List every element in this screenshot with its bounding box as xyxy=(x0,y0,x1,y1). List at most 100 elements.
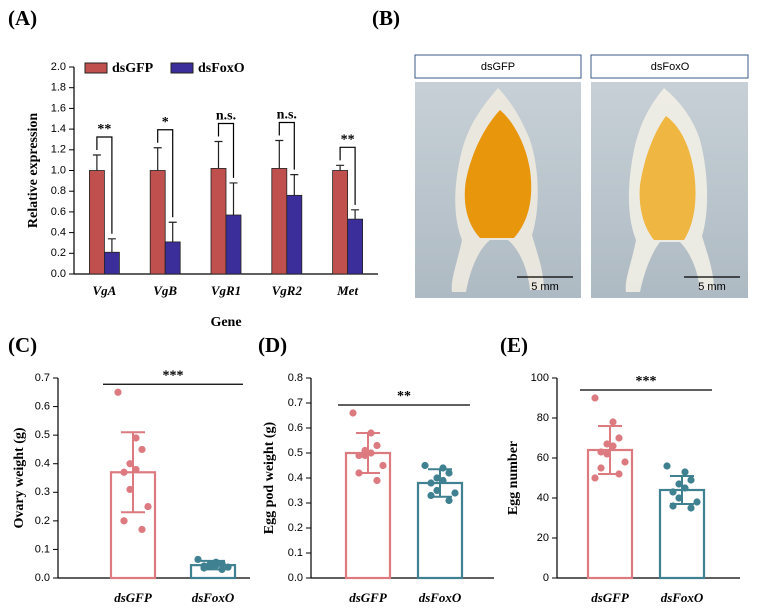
caption: dsFoxO xyxy=(651,61,690,73)
y-tick-label: 1.2 xyxy=(51,144,66,156)
panel-label: (B) xyxy=(372,6,400,30)
data-point xyxy=(603,450,611,458)
data-point xyxy=(687,504,695,512)
legend-label: dsGFP xyxy=(112,61,154,76)
data-point xyxy=(373,441,381,450)
data-point xyxy=(349,409,357,417)
ovary xyxy=(464,110,532,238)
legend-swatch xyxy=(84,62,108,74)
data-point xyxy=(603,440,611,448)
caption: dsGFP xyxy=(481,61,515,73)
x-tick-label: VgR1 xyxy=(211,283,241,298)
data-point xyxy=(597,448,605,456)
significance-label: *** xyxy=(636,374,657,389)
y-tick-label: 0.2 xyxy=(51,247,66,259)
error-bar xyxy=(214,140,223,169)
bar xyxy=(149,170,166,275)
x-tick-label: dsFoxO xyxy=(192,590,235,605)
data-point xyxy=(675,494,683,502)
data-point xyxy=(355,469,363,477)
legend-label: dsFoxO xyxy=(198,61,245,76)
y-tick-label: 1.8 xyxy=(51,82,66,94)
significance-bracket xyxy=(278,121,295,170)
data-point xyxy=(445,469,453,477)
bar xyxy=(416,481,464,580)
x-tick-label: dsGFP xyxy=(114,590,153,605)
y-tick-label: 0.3 xyxy=(35,486,50,498)
bar xyxy=(89,170,105,275)
data-point xyxy=(609,418,617,426)
data-point xyxy=(687,476,695,484)
data-point xyxy=(361,451,369,460)
y-tick-label: 0.5 xyxy=(35,429,50,441)
y-tick-label: 0.7 xyxy=(35,372,50,384)
x-tick-label: dsFoxO xyxy=(419,590,462,605)
x-tick-label: dsGFP xyxy=(349,590,388,605)
bar xyxy=(104,251,120,275)
data-point xyxy=(194,555,202,564)
significance-label: * xyxy=(162,115,169,130)
photo-panel: dsGFP dsFoxO 5 mm 5 mm xyxy=(414,54,749,298)
caption-box xyxy=(414,54,582,79)
data-point xyxy=(367,429,375,437)
error-bar xyxy=(336,164,345,171)
error-bar xyxy=(107,238,116,253)
y-tick-label: 2.0 xyxy=(51,61,66,73)
data-point xyxy=(120,517,128,525)
y-tick-label: 0.6 xyxy=(51,206,66,218)
bar xyxy=(332,170,349,275)
y-tick-label: 0.1 xyxy=(288,547,303,559)
y-tick-label: 0.5 xyxy=(288,447,303,459)
significance-bracket xyxy=(217,122,235,178)
data-point xyxy=(120,468,128,476)
y-tick-label: 0.7 xyxy=(288,397,303,409)
y-tick-label: 1.4 xyxy=(51,123,66,135)
data-point xyxy=(591,474,599,482)
data-point xyxy=(373,476,381,485)
data-point xyxy=(218,565,226,574)
data-point xyxy=(681,468,689,476)
significance-bracket xyxy=(157,129,174,218)
y-tick-label: 0.8 xyxy=(51,185,66,197)
data-point xyxy=(439,464,447,472)
data-point xyxy=(445,496,453,505)
error-bar xyxy=(153,147,162,171)
data-point xyxy=(355,451,363,460)
data-point xyxy=(693,498,701,506)
scale-label: 5 mm xyxy=(698,281,726,293)
data-point xyxy=(609,442,617,450)
error-bar xyxy=(351,209,360,220)
data-point xyxy=(144,502,152,511)
y-tick-label: 0.8 xyxy=(288,372,303,384)
data-point xyxy=(212,561,220,569)
panel-label: (D) xyxy=(258,333,287,357)
x-axis-title: Gene xyxy=(210,315,241,330)
panel-label: (A) xyxy=(8,6,37,30)
significance-bracket xyxy=(96,136,113,234)
data-point xyxy=(138,445,146,454)
y-tick-label: 0.0 xyxy=(288,572,303,584)
y-tick-label: 0.6 xyxy=(35,400,50,412)
data-point xyxy=(224,563,232,571)
x-tick-label: VgA xyxy=(92,283,116,298)
data-point xyxy=(427,479,435,487)
data-point xyxy=(621,458,629,466)
data-point xyxy=(138,525,146,534)
bar xyxy=(210,168,227,275)
error-bar xyxy=(92,154,101,171)
significance-label: ** xyxy=(341,133,355,148)
ovary xyxy=(639,116,696,240)
data-point xyxy=(615,434,623,442)
significance-label: ** xyxy=(397,389,411,404)
bar xyxy=(347,218,364,275)
error-bar xyxy=(229,182,238,216)
legend-swatch xyxy=(170,62,194,74)
x-tick-label: dsFoxO xyxy=(661,590,704,605)
data-point xyxy=(367,449,375,457)
y-axis-title: Relative expression xyxy=(26,113,41,228)
data-point xyxy=(451,489,459,497)
y-tick-label: 1.0 xyxy=(51,164,66,176)
y-tick-label: 0.2 xyxy=(288,522,303,534)
error-bar xyxy=(168,221,177,242)
